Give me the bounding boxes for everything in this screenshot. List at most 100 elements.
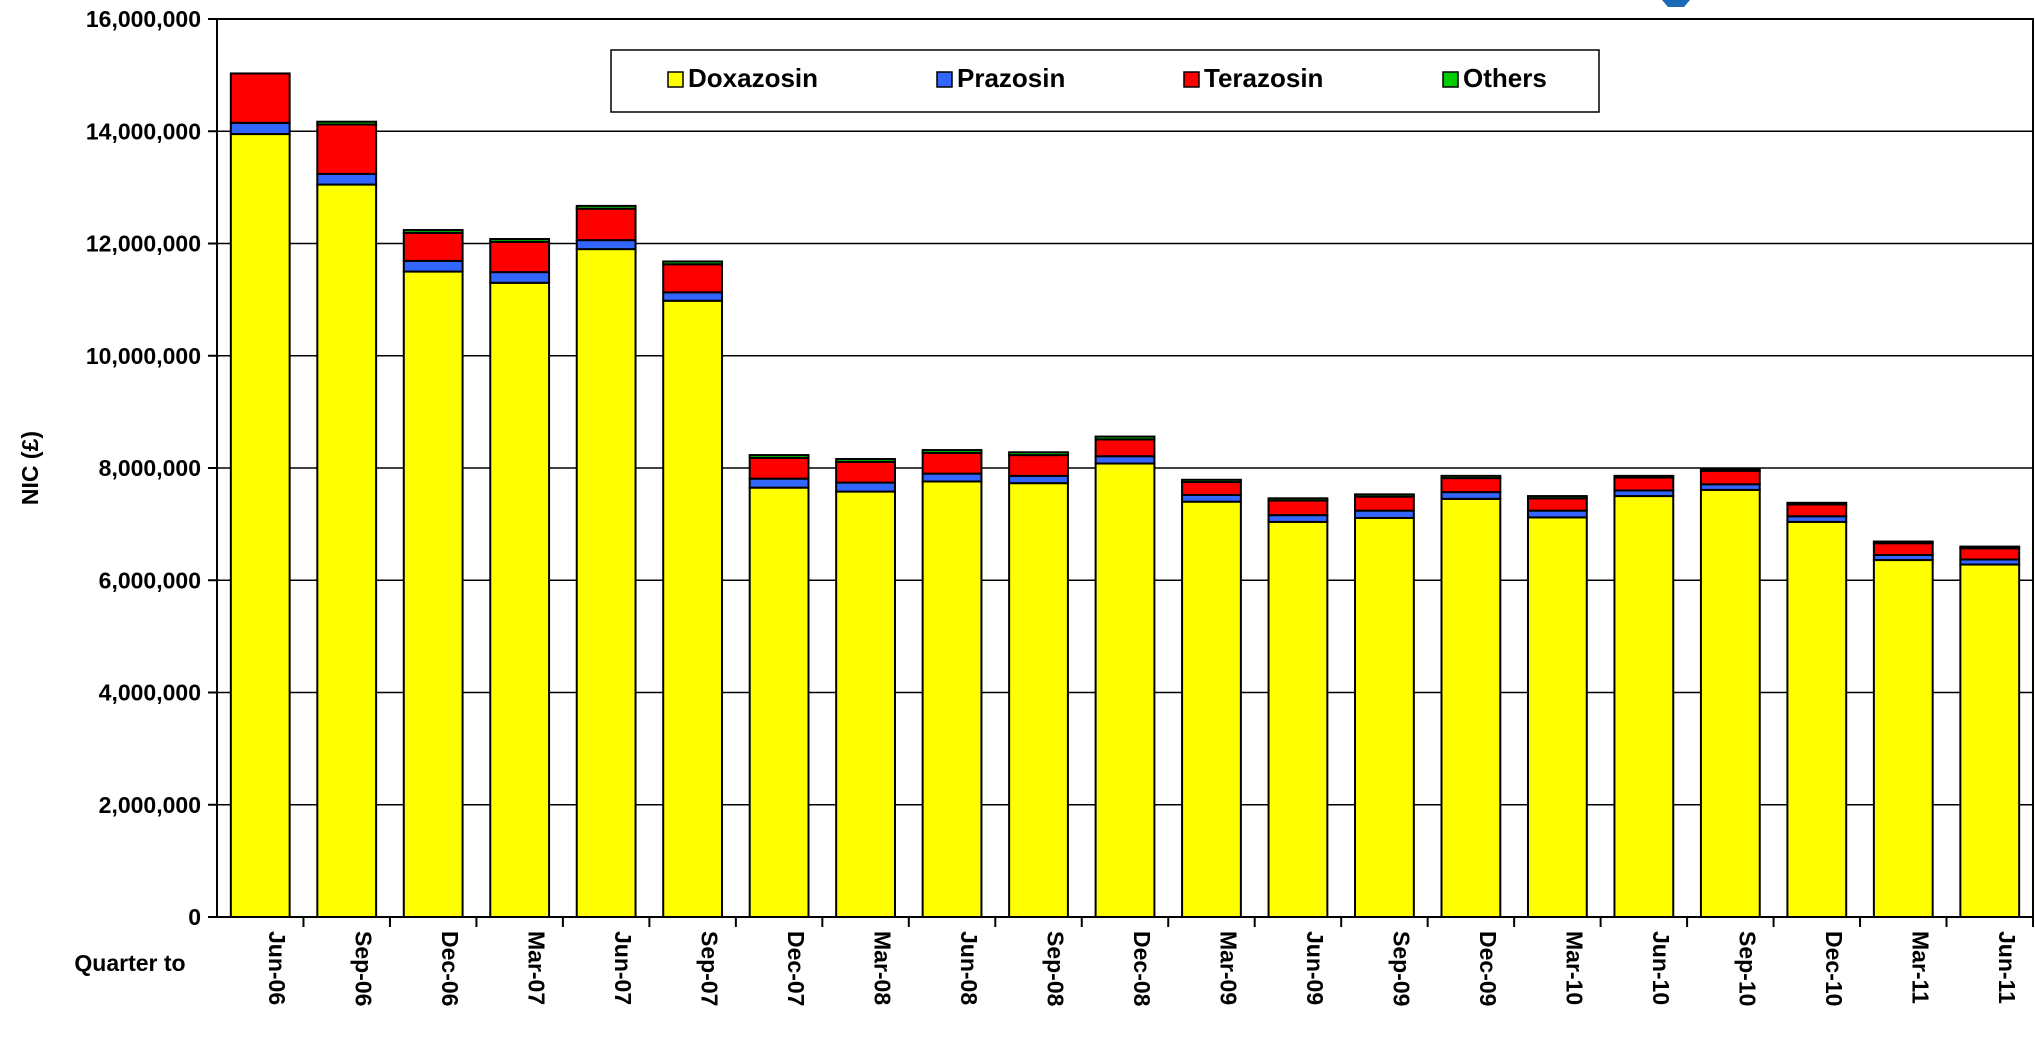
x-tick-label: Jun-11: [1994, 931, 2020, 1004]
legend-swatch-doxazosin: [667, 71, 684, 88]
bar-terazosin-sep-09: [1354, 495, 1415, 512]
legend-swatch-terazosin: [1183, 71, 1200, 88]
bar-terazosin-mar-07: [489, 240, 551, 274]
bar-terazosin-sep-10: [1699, 469, 1761, 486]
bar-doxazosin-sep-10: [1699, 488, 1761, 918]
bar-others-jun-07: [575, 204, 637, 210]
y-tick-label: 6,000,000: [99, 567, 201, 593]
bar-others-sep-07: [662, 260, 724, 266]
y-tick-label: 2,000,000: [99, 792, 201, 818]
bar-others-dec-06: [402, 229, 464, 234]
legend: Doxazosin Prazosin Terazosin Others: [610, 49, 1600, 113]
bar-others-mar-10: [1526, 495, 1588, 500]
bar-prazosin-mar-07: [489, 271, 551, 284]
x-tick-label: Jun-10: [1648, 931, 1674, 1005]
bar-doxazosin-mar-08: [835, 490, 896, 918]
bar-doxazosin-dec-10: [1786, 520, 1848, 918]
bar-doxazosin-jun-07: [575, 248, 637, 919]
bar-terazosin-jun-09: [1267, 499, 1329, 517]
legend-label-prazosin: Prazosin: [957, 63, 1065, 93]
bar-doxazosin-jun-10: [1613, 495, 1675, 918]
y-tick-label: 10,000,000: [86, 343, 201, 369]
bar-others-sep-09: [1354, 493, 1415, 498]
legend-swatch-others: [1442, 71, 1459, 88]
y-tick-label: 12,000,000: [86, 231, 201, 257]
legend-label-others: Others: [1463, 63, 1547, 93]
bar-others-dec-09: [1440, 474, 1502, 480]
bar-doxazosin-jun-06: [229, 133, 291, 918]
bar-doxazosin-mar-07: [489, 281, 551, 919]
x-tick-label: Dec-07: [783, 931, 809, 1006]
bar-prazosin-jun-09: [1267, 514, 1329, 523]
bar-doxazosin-dec-08: [1094, 462, 1156, 918]
y-tick-label: 8,000,000: [99, 455, 201, 481]
bar-others-sep-06: [316, 120, 378, 126]
bar-others-sep-10: [1699, 468, 1761, 472]
bar-doxazosin-mar-11: [1872, 559, 1934, 918]
x-tick-label: Sep-09: [1388, 931, 1414, 1006]
x-tick-label: Jun-07: [610, 931, 636, 1005]
legend-box: [610, 49, 1600, 113]
bar-doxazosin-jun-09: [1267, 520, 1329, 918]
bar-others-dec-10: [1786, 501, 1848, 506]
bar-terazosin-sep-08: [1008, 454, 1069, 477]
bar-prazosin-sep-07: [662, 291, 724, 302]
bar-doxazosin-mar-09: [1181, 500, 1242, 918]
bar-prazosin-jun-06: [229, 121, 291, 136]
x-tick-label: Mar-10: [1561, 931, 1587, 1005]
bar-terazosin-dec-06: [402, 231, 464, 262]
legend-label-terazosin: Terazosin: [1204, 63, 1323, 93]
x-tick-label: Sep-06: [351, 931, 377, 1006]
bar-prazosin-dec-09: [1440, 491, 1502, 500]
y-tick-label: 14,000,000: [86, 118, 201, 144]
x-axis-ticks: Jun-06 Sep-06 Dec-06 Mar-07 Jun-07 Sep-07 Dec-…: [264, 917, 2034, 1007]
x-tick-label: Mar-08: [870, 931, 896, 1005]
bar-prazosin-dec-06: [402, 259, 464, 273]
bar-terazosin-mar-10: [1526, 497, 1588, 512]
bar-others-dec-08: [1094, 435, 1156, 441]
x-tick-label: Dec-10: [1821, 931, 1847, 1006]
x-tick-label: Dec-09: [1475, 931, 1501, 1006]
bar-doxazosin-sep-09: [1354, 516, 1415, 918]
bar-terazosin-sep-07: [662, 263, 724, 294]
bar-others-dec-07: [748, 454, 810, 459]
bar-prazosin-sep-09: [1354, 509, 1415, 519]
bar-prazosin-sep-08: [1008, 474, 1069, 485]
legend-label-doxazosin: Doxazosin: [688, 63, 818, 93]
bar-terazosin-jun-11: [1959, 547, 2021, 561]
bar-doxazosin-dec-07: [748, 486, 810, 918]
bar-terazosin-dec-10: [1786, 503, 1848, 518]
y-axis-title: NIC (£): [17, 431, 43, 505]
bar-terazosin-mar-11: [1872, 542, 1934, 556]
bar-others-jun-11: [1959, 545, 2021, 550]
bar-terazosin-mar-08: [835, 460, 896, 484]
x-tick-label: Dec-08: [1129, 931, 1155, 1007]
bar-prazosin-dec-08: [1094, 455, 1156, 465]
y-tick-label: 16,000,000: [86, 6, 201, 32]
bars: [229, 72, 2021, 919]
legend-swatch-prazosin: [936, 71, 953, 88]
bar-terazosin-dec-09: [1440, 477, 1502, 494]
bar-terazosin-sep-06: [316, 123, 378, 175]
y-axis-ticks: 0 2,000,000 4,000,000 6,000,000 8,000,000 10,…: [86, 6, 217, 930]
bar-others-sep-08: [1008, 451, 1069, 457]
x-tick-label: Jun-09: [1302, 931, 1328, 1005]
bar-others-mar-11: [1872, 540, 1934, 545]
bar-terazosin-jun-08: [921, 451, 983, 475]
bar-others-jun-09: [1267, 497, 1329, 502]
bar-prazosin-sep-06: [316, 172, 378, 186]
bar-doxazosin-dec-09: [1440, 497, 1502, 918]
bar-doxazosin-sep-06: [316, 183, 378, 919]
y-tick-label: 0: [188, 904, 201, 930]
clipped-title-fragment: [1662, 0, 1690, 7]
bar-prazosin-jun-07: [575, 239, 637, 251]
bar-others-mar-08: [835, 458, 896, 463]
bar-doxazosin-sep-08: [1008, 482, 1069, 918]
x-tick-label: Mar-11: [1907, 931, 1933, 1004]
bar-prazosin-mar-09: [1181, 493, 1242, 503]
bar-prazosin-dec-07: [748, 477, 810, 489]
x-axis-title: Quarter to: [74, 950, 185, 976]
x-tick-label: Sep-10: [1734, 931, 1760, 1006]
bar-doxazosin-jun-08: [921, 480, 983, 918]
